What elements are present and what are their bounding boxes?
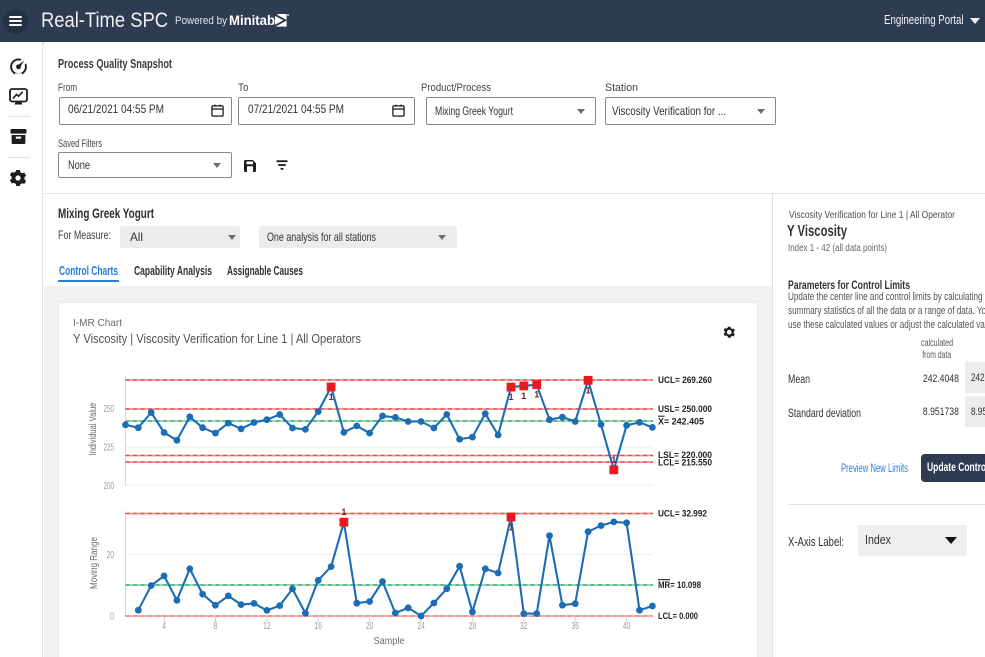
svg-text:1: 1 bbox=[341, 507, 346, 517]
svg-text:USL= 250.000: USL= 250.000 bbox=[658, 404, 712, 415]
svg-text:1: 1 bbox=[521, 391, 526, 401]
svg-text:20: 20 bbox=[107, 550, 115, 561]
svg-text:Moving Range: Moving Range bbox=[88, 537, 100, 589]
svg-text:UCL= 269.260: UCL= 269.260 bbox=[658, 375, 712, 386]
svg-text:X= 242.405: X= 242.405 bbox=[658, 417, 705, 428]
svg-text:1: 1 bbox=[586, 385, 591, 395]
svg-text:250: 250 bbox=[104, 404, 115, 415]
svg-text:36: 36 bbox=[571, 621, 579, 632]
svg-text:225: 225 bbox=[104, 443, 115, 454]
svg-text:Individual Value: Individual Value bbox=[87, 402, 99, 455]
svg-text:4: 4 bbox=[162, 621, 166, 632]
svg-text:32: 32 bbox=[520, 621, 528, 632]
svg-text:0: 0 bbox=[110, 612, 114, 623]
svg-text:24: 24 bbox=[417, 621, 425, 632]
svg-text:8: 8 bbox=[213, 621, 217, 632]
svg-text:MR= 10.098: MR= 10.098 bbox=[658, 580, 701, 591]
svg-text:1: 1 bbox=[611, 455, 616, 465]
svg-text:1: 1 bbox=[329, 392, 334, 402]
svg-text:1: 1 bbox=[508, 392, 513, 402]
svg-text:Sample: Sample bbox=[374, 635, 405, 647]
svg-text:16: 16 bbox=[314, 621, 322, 632]
svg-text:12: 12 bbox=[263, 621, 271, 632]
svg-text:1: 1 bbox=[534, 390, 539, 400]
svg-text:LCL= 0.000: LCL= 0.000 bbox=[658, 611, 698, 622]
svg-text:20: 20 bbox=[366, 621, 374, 632]
svg-text:40: 40 bbox=[623, 621, 631, 632]
svg-text:28: 28 bbox=[469, 621, 477, 632]
svg-text:LSL= 220.000: LSL= 220.000 bbox=[658, 450, 712, 461]
svg-text:UCL= 32.992: UCL= 32.992 bbox=[658, 509, 707, 520]
svg-text:200: 200 bbox=[104, 481, 115, 492]
svg-text:LCL= 215.550: LCL= 215.550 bbox=[658, 458, 712, 469]
svg-text:1: 1 bbox=[508, 523, 513, 533]
